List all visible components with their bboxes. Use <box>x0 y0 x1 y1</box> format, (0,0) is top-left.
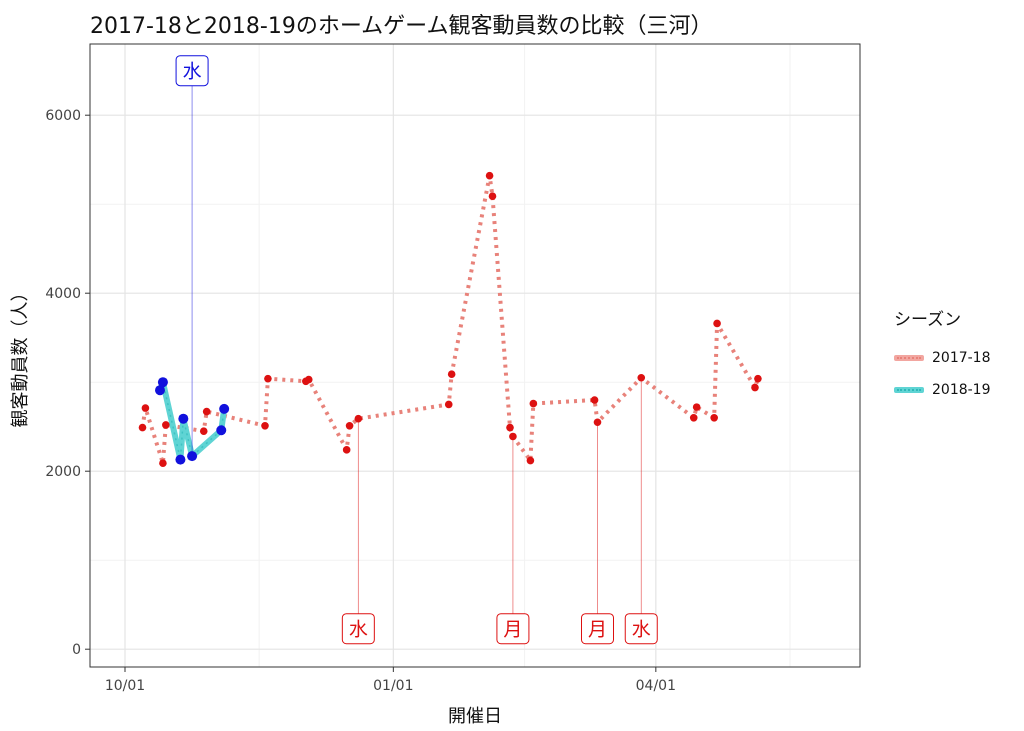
data-point-2017-18 <box>593 418 602 427</box>
data-point-2017-18 <box>710 414 718 422</box>
y-axis-title: 観客動員数（人） <box>10 284 31 428</box>
data-point-2018-19 <box>178 413 189 424</box>
data-point-2017-18 <box>141 404 150 412</box>
x-axis-title: 開催日 <box>448 706 502 727</box>
axes-layer: 0 2000 4000 6000 10/01 01/01 04/01 開催日 観客動員数（人） <box>10 108 676 727</box>
data-point-2017-18 <box>488 192 497 200</box>
annotation-label-0: 水 <box>175 55 209 87</box>
data-point-2017-18 <box>261 422 269 430</box>
data-point-2017-18 <box>447 370 456 378</box>
y-tick-label: 0 <box>72 642 81 658</box>
data-point-2017-18 <box>751 383 759 392</box>
data-point-2017-18 <box>138 423 147 432</box>
data-point-2018-19 <box>216 425 227 436</box>
legend-title: シーズン <box>894 310 962 330</box>
x-tick-label: 10/01 <box>105 678 145 694</box>
legend-item-2017-18: 2017-18 <box>894 344 991 372</box>
data-point-2017-18 <box>264 374 272 383</box>
data-point-2017-18 <box>526 456 535 465</box>
annotation-label-text: 月 <box>588 619 607 641</box>
annotation-label-text: 水 <box>183 61 202 83</box>
data-point-2017-18 <box>202 407 211 416</box>
data-point-2018-19 <box>187 451 198 462</box>
annotation-label-box <box>624 613 658 645</box>
data-point-2017-18 <box>689 414 698 422</box>
legend-label-2018-19: 2018-19 <box>932 382 991 398</box>
annotation-label-box <box>341 613 375 645</box>
data-point-2017-18 <box>345 422 354 430</box>
annotation-label-box <box>496 613 530 645</box>
data-point-2017-18 <box>590 396 599 404</box>
annotation-label-4: 水 <box>624 613 658 645</box>
annotation-label-box <box>175 55 209 87</box>
x-tick-label: 01/01 <box>373 678 413 694</box>
legend: シーズン 2017-18 2018-19 <box>894 305 991 408</box>
legend-key-dots <box>897 357 921 359</box>
data-point-2017-18 <box>444 400 453 409</box>
annotation-label-text: 月 <box>503 619 522 641</box>
data-point-2017-18 <box>509 432 517 441</box>
legend-key-2018-19 <box>894 385 924 395</box>
annotation-lines-layer <box>191 70 642 629</box>
annotation-label-text: 水 <box>349 619 368 641</box>
plot-panel-border <box>89 43 861 668</box>
data-point-2017-18 <box>529 399 538 408</box>
annotation-label-2: 月 <box>496 613 530 645</box>
data-point-2017-18 <box>199 427 208 435</box>
data-point-2018-19 <box>219 403 230 414</box>
legend-key-dots <box>897 389 921 391</box>
annotation-label-box <box>581 613 614 645</box>
data-point-2018-19 <box>157 377 168 388</box>
data-point-2017-18 <box>485 171 494 180</box>
data-point-2017-18 <box>159 459 167 467</box>
y-tick-label: 4000 <box>45 286 81 302</box>
legend-key-2017-18 <box>894 353 924 363</box>
annotation-label-text: 水 <box>632 619 651 641</box>
legend-label-2017-18: 2017-18 <box>932 350 991 366</box>
annotation-label-3: 月 <box>581 613 614 645</box>
data-point-2017-18 <box>637 373 646 382</box>
annotation-labels-layer: 水水月月水 <box>175 55 658 645</box>
data-point-2017-18 <box>342 446 351 454</box>
legend-item-2018-19: 2018-19 <box>894 376 991 404</box>
data-point-2017-18 <box>506 423 514 432</box>
plot-panel-background <box>90 44 860 667</box>
data-point-2017-18 <box>304 375 313 384</box>
grid-layer <box>90 44 860 667</box>
annotation-label-1: 水 <box>341 613 375 645</box>
x-tick-label: 04/01 <box>636 678 676 694</box>
data-point-2017-18 <box>162 421 170 429</box>
data-point-2017-18 <box>692 403 701 411</box>
data-point-2018-19 <box>175 454 186 465</box>
y-tick-label: 6000 <box>45 108 81 124</box>
data-point-2017-18 <box>354 414 363 423</box>
y-tick-label: 2000 <box>45 464 81 480</box>
data-point-2018-19 <box>155 385 165 396</box>
chart-title: 2017-18と2018-19のホームゲーム観客動員数の比較（三河） <box>90 14 713 39</box>
data-points-layer <box>138 171 762 467</box>
data-point-2017-18 <box>754 374 762 383</box>
data-point-2017-18 <box>713 319 721 328</box>
